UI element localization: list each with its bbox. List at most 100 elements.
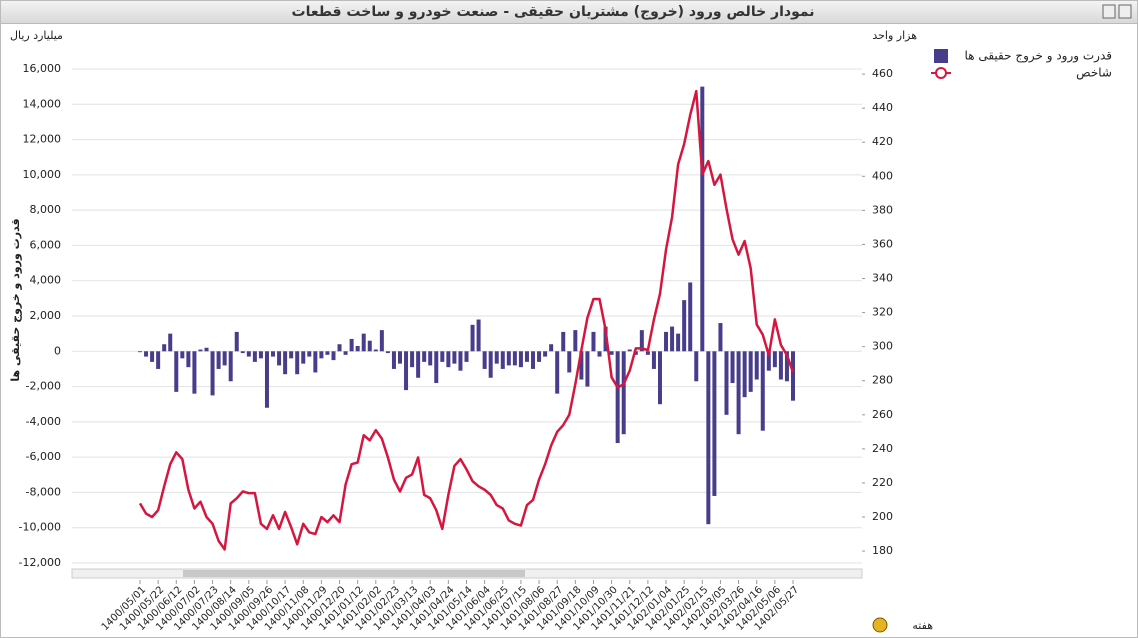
bar	[234, 331, 239, 352]
index-line	[138, 89, 795, 551]
bar	[512, 351, 517, 366]
bar	[240, 351, 245, 354]
scroll-thumb[interactable]	[183, 570, 525, 577]
y2-tick-label: 280	[872, 374, 893, 387]
bar	[204, 347, 209, 352]
y-tick-label: 6,000	[30, 238, 62, 251]
export-icon[interactable]	[1118, 4, 1132, 19]
bar	[670, 326, 675, 352]
bar	[543, 351, 548, 357]
y-tick-label: -8,000	[26, 485, 61, 498]
bar	[537, 351, 542, 362]
bar	[222, 351, 227, 366]
y-tick-label: 0	[54, 344, 61, 357]
bar	[283, 351, 288, 375]
bar	[470, 324, 475, 352]
bar	[531, 351, 536, 369]
chart-title: نمودار خالص ورود (خروج) مشتریان حقیقی - …	[292, 4, 815, 20]
legend-marker	[935, 67, 947, 79]
bar	[228, 351, 233, 382]
bar	[597, 351, 602, 357]
bar	[791, 351, 795, 401]
legend: قدرت ورود و خروج حقیقی ها شاخص	[931, 49, 1112, 81]
bar	[168, 333, 173, 352]
y2-tick-label: 380	[872, 203, 893, 216]
bar	[555, 351, 560, 394]
bar	[379, 330, 384, 352]
bar	[561, 331, 566, 352]
bar	[694, 351, 699, 382]
bar	[639, 330, 644, 352]
bar	[138, 351, 142, 353]
y-tick-label: 12,000	[23, 133, 62, 146]
bar	[772, 351, 777, 368]
y2-tick-label: 440	[872, 101, 893, 114]
bar	[361, 333, 366, 352]
bar	[186, 351, 191, 368]
print-icon[interactable]	[1102, 4, 1116, 19]
bar	[549, 344, 554, 352]
bar	[307, 351, 312, 357]
y-tick-label: -4,000	[26, 415, 61, 428]
y-tick-label: -10,000	[19, 521, 61, 534]
y2-tick-label: 180	[872, 544, 893, 557]
bar	[216, 351, 221, 369]
bar	[657, 351, 662, 405]
bar	[264, 351, 269, 408]
y-tick-label: 10,000	[23, 168, 62, 181]
bar	[391, 351, 396, 369]
y-tick-label: -2,000	[26, 380, 61, 393]
bar	[355, 345, 360, 352]
bar	[180, 351, 185, 359]
bar	[349, 338, 354, 352]
bar	[766, 351, 771, 371]
bar	[416, 351, 421, 378]
y2-tick-label: 300	[872, 340, 893, 353]
y2-tick-label: 360	[872, 237, 893, 250]
bar	[700, 86, 705, 352]
bar	[210, 351, 215, 396]
bar	[778, 351, 783, 380]
bar	[385, 351, 390, 354]
bar	[277, 351, 282, 366]
bar	[591, 331, 596, 352]
bar	[488, 351, 493, 378]
bar	[724, 351, 729, 415]
bar	[319, 351, 324, 359]
bar	[754, 351, 759, 380]
bar	[651, 351, 656, 369]
bar	[289, 351, 294, 359]
bar	[337, 344, 342, 352]
legend-label: شاخص	[1076, 66, 1112, 81]
bar	[192, 351, 197, 394]
bar	[440, 351, 445, 362]
bar	[718, 323, 723, 352]
y2-tick-label: 340	[872, 272, 893, 285]
y-axis-title: قدرت ورود و خروج حقیقی ها	[9, 218, 23, 381]
bar	[404, 351, 409, 391]
bar	[518, 351, 523, 368]
bar	[144, 351, 149, 357]
bar	[760, 351, 765, 431]
y-tick-label: 14,000	[23, 97, 62, 110]
bar	[428, 351, 433, 366]
bar	[482, 351, 487, 369]
bar	[500, 351, 505, 369]
bar	[706, 351, 711, 525]
nav-icon[interactable]	[872, 617, 888, 633]
bar	[476, 319, 481, 352]
bar	[645, 351, 650, 355]
bar	[748, 351, 753, 392]
bar	[784, 351, 789, 382]
bar	[615, 351, 620, 444]
legend-swatch	[934, 49, 948, 63]
bar	[295, 351, 300, 375]
bar	[422, 351, 427, 362]
bar	[627, 349, 632, 352]
bar	[579, 351, 584, 380]
y-tick-label: -12,000	[19, 556, 61, 569]
bar	[452, 351, 457, 364]
legend-label: قدرت ورود و خروج حقیقی ها	[965, 49, 1112, 64]
bar	[742, 351, 747, 398]
